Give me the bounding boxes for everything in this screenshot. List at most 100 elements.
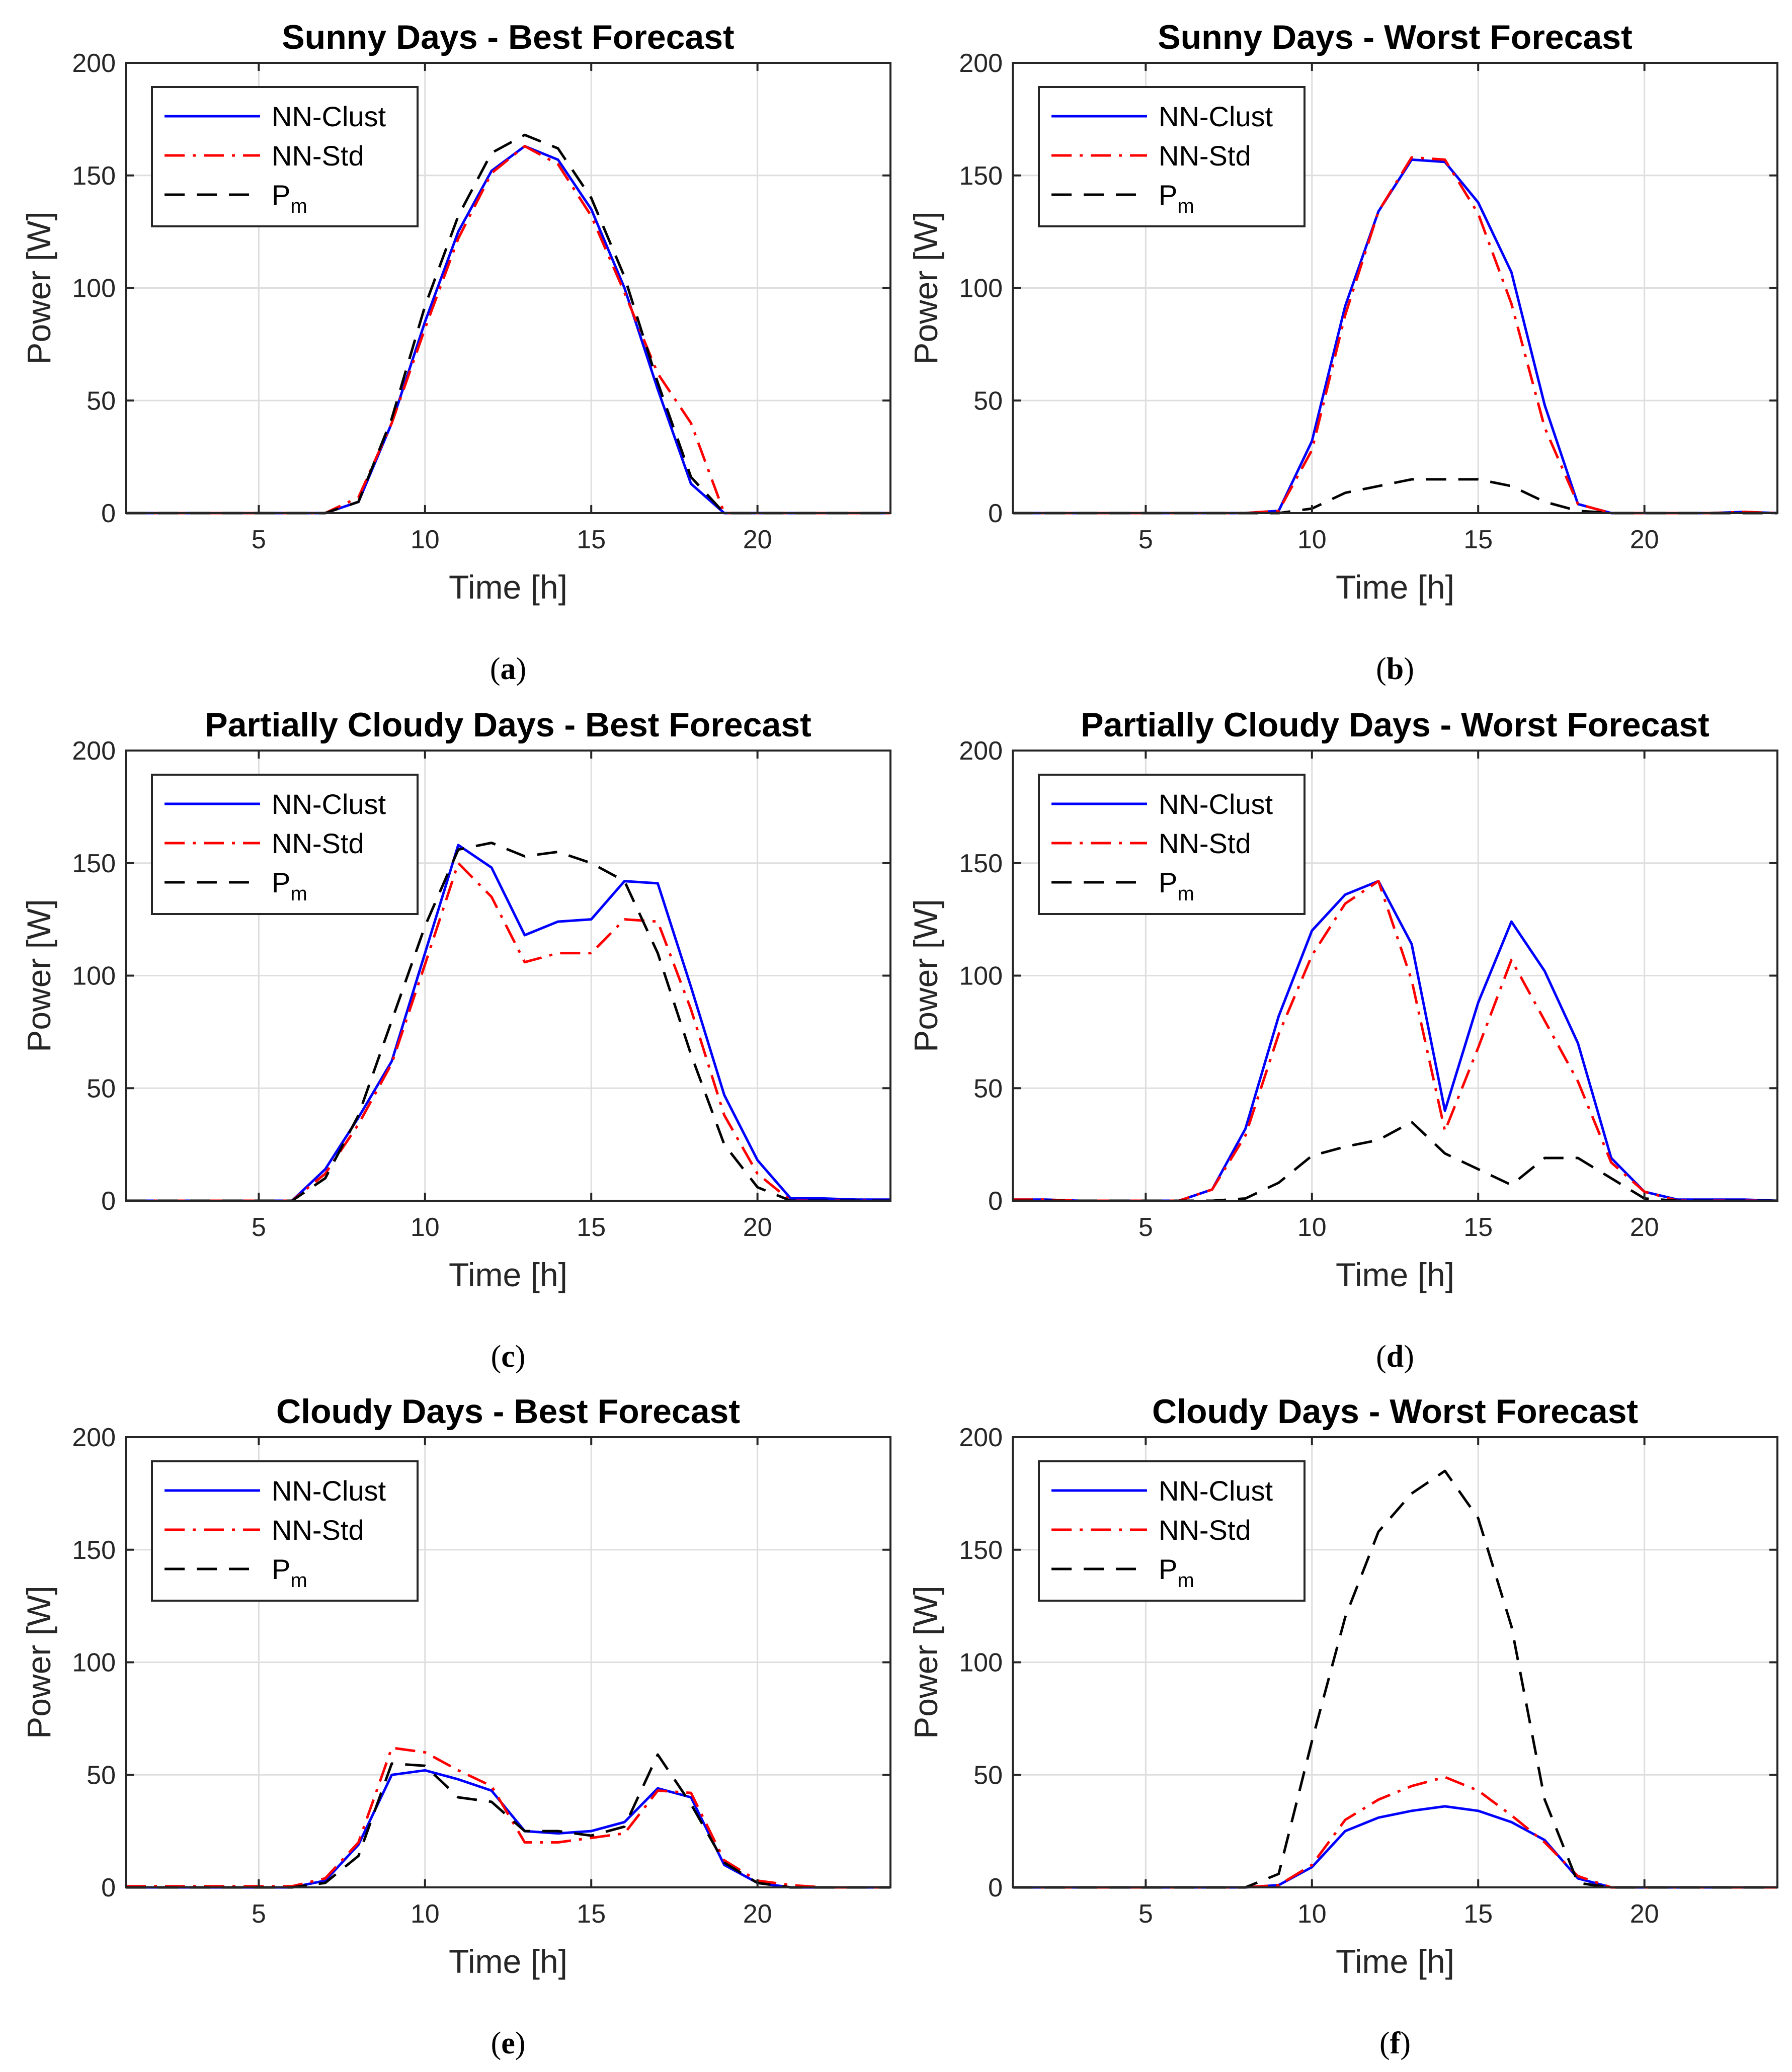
y-tick-label: 50 — [973, 1761, 1003, 1790]
legend-label: NN-Clust — [1159, 1475, 1273, 1507]
legend: NN-Clust NN-Std Pm — [1038, 1460, 1306, 1602]
panel-caption: (c) — [491, 1340, 526, 1374]
legend-box — [1038, 1460, 1306, 1602]
legend-label-text: P — [272, 867, 290, 898]
chart-title: Partially Cloudy Days - Worst Forecast — [1081, 706, 1709, 744]
y-tick-label: 200 — [959, 1423, 1003, 1452]
x-axis-label: Time [h] — [1336, 568, 1454, 606]
panel-caption-letter: a — [501, 652, 516, 686]
series-line-pm — [1013, 1120, 1777, 1202]
y-tick-label: 150 — [959, 849, 1003, 878]
x-tick-label: 5 — [1138, 1213, 1153, 1242]
legend-label: NN-Std — [272, 140, 364, 172]
y-tick-label: 0 — [988, 1873, 1003, 1902]
y-tick-label: 100 — [959, 274, 1003, 303]
legend-label: NN-Clust — [272, 1475, 386, 1507]
y-tick-label: 200 — [72, 736, 116, 766]
legend: NN-Clust NN-Std Pm — [1038, 86, 1306, 227]
panel-caption-letter: f — [1390, 2026, 1401, 2060]
y-tick-label: 150 — [72, 1536, 116, 1565]
legend-label-text: NN-Std — [1159, 827, 1251, 859]
panel-caption-letter: b — [1387, 652, 1404, 686]
legend-label: NN-Std — [1159, 1514, 1251, 1546]
legend: NN-Clust NN-Std Pm — [151, 1460, 419, 1602]
x-tick-label: 15 — [577, 1899, 606, 1929]
legend-label: NN-Clust — [1159, 788, 1273, 820]
legend-box — [151, 1460, 419, 1602]
legend-label: NN-Clust — [1159, 101, 1273, 132]
y-tick-label: 0 — [988, 499, 1003, 528]
y-tick-label: 150 — [959, 1536, 1003, 1565]
chart-title: Cloudy Days - Worst Forecast — [1152, 1392, 1638, 1431]
x-axis-label: Time [h] — [1336, 1943, 1454, 1980]
x-tick-label: 5 — [1138, 1899, 1153, 1929]
legend-label-text: NN-Clust — [272, 101, 386, 132]
panel-caption-letter: e — [501, 2026, 515, 2060]
legend-label-subscript: m — [290, 1569, 307, 1592]
y-tick-label: 0 — [101, 499, 116, 528]
panel-caption: (e) — [491, 2026, 526, 2060]
y-tick-label: 100 — [72, 962, 116, 991]
x-tick-label: 20 — [743, 1899, 772, 1929]
x-tick-label: 10 — [411, 1899, 440, 1929]
y-axis-label: Power [W] — [20, 1586, 57, 1738]
legend-box — [151, 86, 419, 227]
x-tick-label: 10 — [1297, 525, 1327, 554]
y-tick-label: 50 — [973, 386, 1003, 416]
y-axis-label: Power [W] — [907, 899, 944, 1052]
panel-caption: (b) — [1376, 652, 1414, 686]
legend-label-text: P — [272, 1553, 290, 1585]
legend-label: Pm — [1159, 867, 1194, 905]
legend-label-subscript: m — [1177, 1569, 1194, 1592]
x-axis-label: Time [h] — [1336, 1256, 1454, 1293]
legend-label-text: P — [1159, 179, 1177, 211]
y-tick-label: 0 — [101, 1873, 116, 1902]
x-tick-label: 20 — [743, 1213, 772, 1242]
legend-label-text: P — [272, 179, 290, 211]
legend-label: NN-Clust — [272, 788, 386, 820]
y-tick-label: 200 — [72, 49, 116, 78]
series-line-nn-std — [126, 1747, 890, 1889]
legend-box — [151, 774, 419, 915]
panel-caption-letter: d — [1387, 1340, 1404, 1374]
legend-label-text: NN-Clust — [272, 1475, 386, 1507]
panel-caption-letter: c — [501, 1340, 515, 1374]
legend-label: Pm — [272, 1553, 307, 1592]
chart-title: Sunny Days - Best Forecast — [282, 18, 734, 56]
legend-label-text: NN-Clust — [1159, 788, 1273, 820]
legend: NN-Clust NN-Std Pm — [151, 774, 419, 915]
y-axis-label: Power [W] — [20, 211, 57, 364]
y-axis-label: Power [W] — [907, 211, 944, 364]
x-tick-label: 15 — [1463, 525, 1493, 554]
x-axis-label: Time [h] — [449, 1943, 567, 1980]
legend-label-text: NN-Std — [272, 1514, 364, 1546]
y-axis-label: Power [W] — [907, 1586, 944, 1738]
x-tick-label: 5 — [252, 525, 266, 554]
y-tick-label: 50 — [87, 1761, 116, 1790]
x-tick-label: 10 — [1297, 1899, 1327, 1929]
y-tick-label: 0 — [101, 1187, 116, 1216]
legend-label: NN-Std — [272, 1514, 364, 1546]
legend-label-subscript: m — [1177, 883, 1194, 905]
legend-box — [1038, 774, 1306, 915]
legend-label-text: P — [1159, 1553, 1177, 1585]
x-axis-label: Time [h] — [449, 1256, 567, 1293]
legend-label-text: NN-Std — [1159, 140, 1251, 172]
legend-label: Pm — [1159, 1553, 1194, 1592]
y-tick-label: 100 — [959, 962, 1003, 991]
x-tick-label: 15 — [1463, 1899, 1493, 1929]
x-tick-label: 15 — [577, 525, 606, 554]
legend: NN-Clust NN-Std Pm — [151, 86, 419, 227]
legend-label-text: NN-Clust — [1159, 101, 1273, 132]
series-line-pm — [126, 133, 890, 515]
x-tick-label: 5 — [252, 1899, 266, 1929]
y-tick-label: 50 — [973, 1074, 1003, 1103]
y-axis-label: Power [W] — [20, 899, 57, 1052]
chart-title: Cloudy Days - Best Forecast — [276, 1392, 740, 1431]
legend-label-text: NN-Std — [272, 827, 364, 859]
